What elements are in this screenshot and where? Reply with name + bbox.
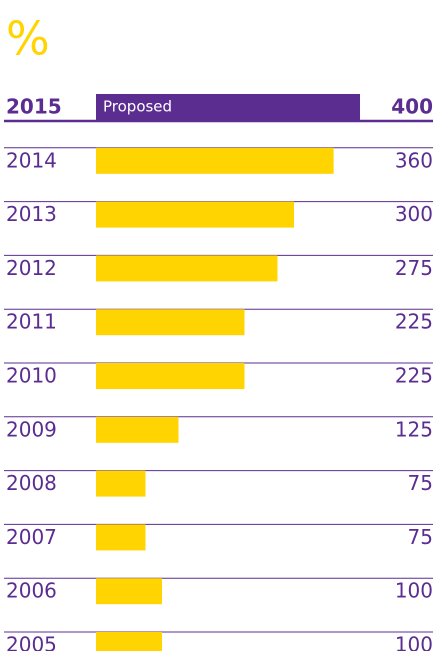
category-label: 2012 — [6, 256, 57, 280]
bar — [96, 524, 146, 551]
category-label: 2015 — [6, 95, 62, 119]
value-label: 100 — [395, 633, 433, 651]
value-label: 225 — [395, 310, 433, 334]
bar — [96, 309, 245, 336]
value-label: 75 — [408, 471, 433, 495]
category-label: 2010 — [6, 364, 57, 388]
value-label: 275 — [395, 256, 433, 280]
value-label: 100 — [395, 579, 433, 603]
category-label: 2008 — [6, 471, 57, 495]
category-label: 2005 — [6, 633, 57, 651]
value-label: 400 — [391, 95, 433, 119]
bar — [96, 416, 179, 443]
bar — [96, 632, 162, 651]
bar — [96, 363, 245, 389]
bar — [96, 147, 334, 174]
category-label: 2007 — [6, 525, 57, 549]
category-label: 2009 — [6, 417, 57, 441]
value-label: 300 — [395, 202, 433, 226]
value-label: 125 — [395, 417, 433, 441]
category-label: 2006 — [6, 579, 57, 603]
bar — [96, 578, 162, 605]
category-label: 2011 — [6, 310, 57, 334]
category-label: 2013 — [6, 202, 57, 226]
value-label: 360 — [395, 148, 433, 172]
bar — [96, 201, 294, 228]
value-label: 225 — [395, 364, 433, 388]
bar — [96, 94, 360, 120]
bar — [96, 470, 146, 497]
category-label: 2014 — [6, 148, 57, 172]
value-label: 75 — [408, 525, 433, 549]
annotation: Proposed — [103, 98, 172, 116]
bar — [96, 255, 278, 282]
chart-title: % — [6, 12, 50, 66]
